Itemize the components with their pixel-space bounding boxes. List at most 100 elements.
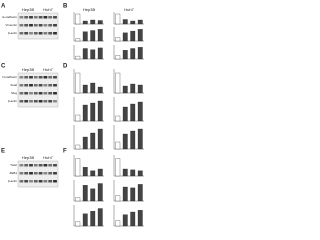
blot-band — [38, 24, 43, 27]
blot-band — [19, 172, 24, 175]
bar — [122, 186, 128, 202]
blot-band — [48, 24, 53, 27]
blot-band — [29, 32, 33, 35]
bar — [90, 210, 96, 227]
blot-band — [19, 180, 24, 183]
bar — [122, 133, 128, 150]
bar — [90, 30, 96, 42]
blot-band — [24, 76, 29, 79]
bar — [75, 72, 81, 94]
blot-band — [24, 92, 29, 95]
blot-band — [29, 16, 33, 19]
blot-band — [53, 16, 57, 19]
bar — [130, 169, 136, 177]
panel-letter: F — [63, 149, 67, 155]
blot-row-label: Slug — [11, 91, 17, 95]
bar — [115, 72, 121, 94]
bar — [115, 195, 121, 202]
bar — [90, 188, 96, 202]
bar — [137, 128, 143, 150]
blot-band — [38, 180, 43, 183]
bar — [97, 86, 103, 94]
bar — [75, 38, 81, 42]
blot-band — [19, 16, 24, 19]
blot-band — [33, 172, 38, 175]
bar — [82, 167, 88, 177]
panel-letter: B — [63, 4, 68, 10]
blot-column-label: Hep3B — [22, 67, 35, 72]
blot-column-label: Huh7 — [43, 67, 53, 72]
bar — [82, 185, 88, 202]
bar — [82, 31, 88, 42]
bar — [122, 214, 128, 227]
blot-band — [33, 16, 38, 19]
panel-letter: C — [1, 64, 6, 70]
blot-band — [43, 32, 48, 35]
bar — [115, 13, 121, 25]
blot-band — [38, 172, 43, 175]
bar — [115, 220, 121, 227]
blot-band — [29, 164, 33, 167]
blot-row-label: E-cadherin — [2, 15, 17, 19]
blot-band — [33, 92, 38, 95]
blot-band — [33, 24, 38, 27]
blot-band — [19, 164, 24, 167]
bar — [75, 144, 81, 150]
bar — [130, 211, 136, 227]
blot-band — [38, 76, 43, 79]
bar — [90, 132, 96, 150]
blot-band — [48, 84, 53, 87]
blot-band — [24, 24, 29, 27]
blot-band — [29, 180, 33, 183]
blot-band — [43, 76, 48, 79]
blot-band — [43, 164, 48, 167]
bar — [130, 130, 136, 150]
bar — [122, 85, 128, 94]
bar — [90, 170, 96, 177]
bar — [122, 19, 128, 25]
blot-band — [19, 32, 24, 35]
bar — [122, 106, 128, 122]
bar — [97, 29, 103, 42]
blot-row-label: ZEB1 — [9, 171, 17, 175]
chart-title: Huh7 — [124, 7, 134, 12]
bar — [115, 158, 121, 177]
blot-column-label: Huh7 — [43, 155, 53, 160]
blot-band — [19, 84, 24, 87]
blot-band — [38, 16, 43, 19]
bar — [82, 20, 88, 25]
blot-band — [33, 164, 38, 167]
bar — [90, 49, 96, 60]
bar — [137, 210, 143, 227]
blot-band — [43, 84, 48, 87]
blot-band — [43, 92, 48, 95]
blot-band — [48, 16, 53, 19]
panel-letter: E — [1, 149, 5, 155]
blot-band — [29, 84, 33, 87]
blot-band — [29, 76, 33, 79]
blot-band — [24, 100, 29, 103]
blot-band — [24, 16, 29, 19]
blot-row-label: β-actin — [8, 99, 17, 103]
bar — [130, 187, 136, 202]
blot-band — [53, 92, 57, 95]
blot-row-label: Vimentin — [5, 23, 17, 27]
blot-band — [33, 100, 38, 103]
bar — [137, 170, 143, 177]
bar — [75, 221, 81, 227]
blot-band — [53, 24, 57, 27]
blot-band — [53, 32, 57, 35]
bar — [75, 114, 81, 122]
bar — [97, 20, 103, 25]
blot-band — [53, 164, 57, 167]
bar — [90, 19, 96, 25]
bar — [97, 100, 103, 122]
bar — [137, 101, 143, 122]
bar — [97, 47, 103, 60]
panel-letter: D — [63, 64, 68, 70]
blot-band — [33, 84, 38, 87]
blot-band — [24, 180, 29, 183]
blot-band — [33, 32, 38, 35]
blot-row-label: β-actin — [8, 179, 17, 183]
blot-band — [29, 172, 33, 175]
